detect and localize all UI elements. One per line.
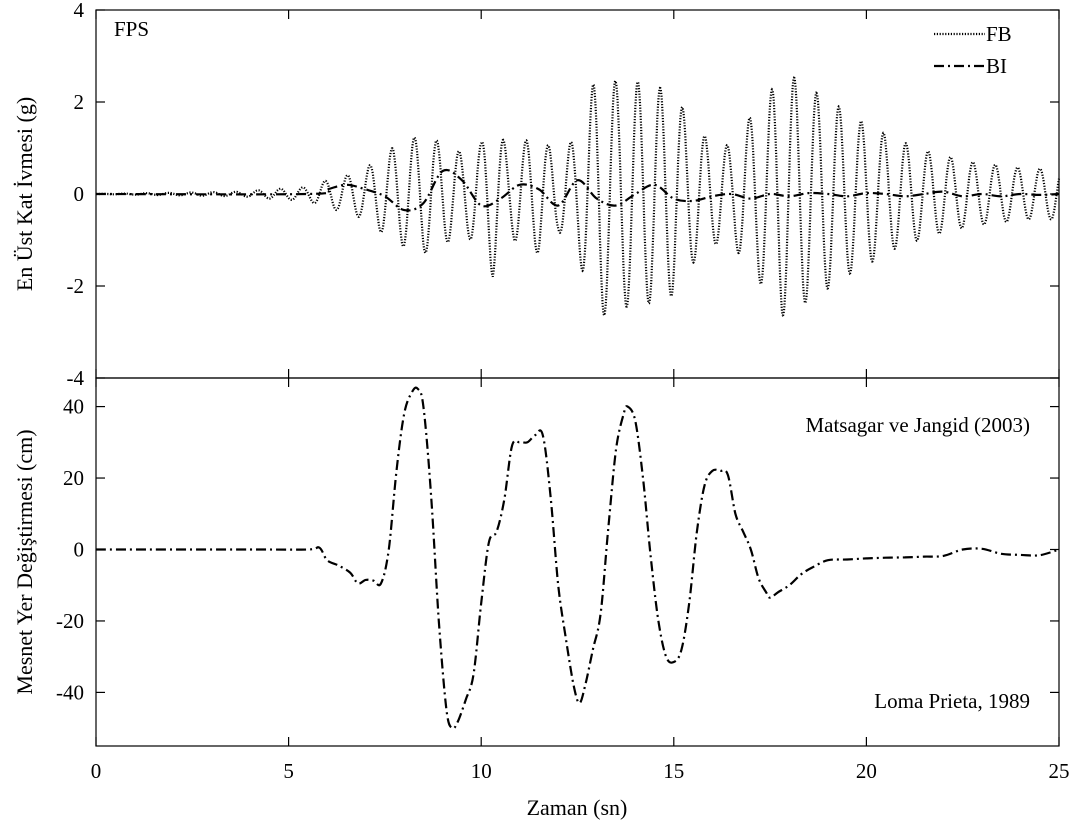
bottom-plot-frame	[95, 377, 1060, 747]
series-displacement-line	[96, 386, 1060, 730]
legend-label-fb: FB	[986, 22, 1012, 46]
bottom-y-tick-label: -40	[56, 680, 84, 704]
bottom-panel-curves	[96, 386, 1060, 730]
top-y-tick-label: -4	[67, 366, 85, 390]
x-tick-label: 0	[91, 759, 102, 783]
top-y-tick-label: -2	[67, 274, 85, 298]
bottom-annotation-source: Matsagar ve Jangid (2003)	[805, 413, 1030, 437]
top-y-ticks: -4 -2 0 2 4	[67, 0, 1059, 390]
bottom-y-tick-label: 40	[63, 395, 84, 419]
top-x-ticks	[95, 10, 1060, 378]
legend-label-bi: BI	[986, 54, 1007, 78]
x-tick-label: 25	[1049, 759, 1070, 783]
x-tick-label: 15	[663, 759, 684, 783]
x-tick-label: 5	[283, 759, 294, 783]
x-axis-title: Zaman (sn)	[527, 795, 628, 820]
top-y-tick-label: 4	[74, 0, 85, 22]
bottom-y-axis-title: Mesnet Yer Değiştirmesi (cm)	[12, 429, 37, 694]
x-tick-label: 10	[471, 759, 492, 783]
top-y-axis-title: En Üst Kat İvmesi (g)	[12, 97, 37, 291]
series-bi-line	[95, 168, 1060, 212]
bottom-y-tick-label: -20	[56, 609, 84, 633]
series-fb-line	[96, 76, 1061, 318]
top-y-tick-label: 0	[74, 182, 85, 206]
bottom-x-ticks: 0 5 10 15 20 25	[91, 378, 1070, 783]
top-panel-curves	[95, 76, 1061, 318]
legend: FB BI	[934, 22, 1012, 78]
x-tick-label: 20	[856, 759, 877, 783]
top-annotation: FPS	[114, 17, 149, 41]
top-panel: -4 -2 0 2 4 En Üst Kat İvmesi (g) FPS FB BI	[12, 0, 1061, 390]
bottom-annotation-event: Loma Prieta, 1989	[874, 689, 1030, 713]
bottom-y-tick-label: 20	[63, 466, 84, 490]
bottom-y-tick-label: 0	[74, 537, 85, 561]
bottom-y-ticks: -40 -20 0 20 40	[56, 395, 1059, 704]
top-y-tick-label: 2	[74, 90, 85, 114]
bottom-panel: -40 -20 0 20 40 0 5 10 15 20 25 Mesnet Yer Değişt…	[12, 377, 1070, 783]
